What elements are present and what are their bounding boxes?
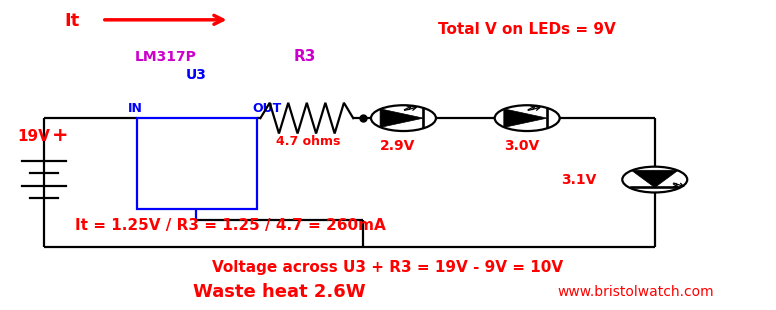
Text: Voltage across U3 + R3 = 19V - 9V = 10V: Voltage across U3 + R3 = 19V - 9V = 10V	[213, 260, 563, 275]
Text: 3.1V: 3.1V	[561, 173, 597, 187]
Polygon shape	[504, 109, 547, 127]
Polygon shape	[380, 109, 424, 127]
Polygon shape	[632, 170, 678, 188]
Text: 2.9V: 2.9V	[380, 139, 416, 153]
Text: IN: IN	[127, 102, 142, 115]
Text: R3: R3	[294, 49, 317, 64]
Text: Total V on LEDs = 9V: Total V on LEDs = 9V	[438, 21, 616, 37]
Text: Waste heat 2.6W: Waste heat 2.6W	[193, 283, 366, 301]
Text: 4.7 ohms: 4.7 ohms	[276, 135, 340, 148]
Text: 19V: 19V	[17, 129, 50, 144]
Text: U3: U3	[185, 68, 206, 82]
Text: OUT: OUT	[252, 102, 281, 115]
Text: ADJ: ADJ	[193, 152, 217, 165]
Text: It = 1.25V / R3 = 1.25 / 4.7 = 260mA: It = 1.25V / R3 = 1.25 / 4.7 = 260mA	[74, 218, 386, 233]
Text: www.bristolwatch.com: www.bristolwatch.com	[557, 285, 714, 299]
Text: 3.0V: 3.0V	[504, 139, 539, 153]
Text: +: +	[52, 126, 68, 144]
Text: LM317P: LM317P	[134, 50, 196, 64]
Bar	[137, 118, 257, 209]
Text: It: It	[64, 12, 80, 30]
